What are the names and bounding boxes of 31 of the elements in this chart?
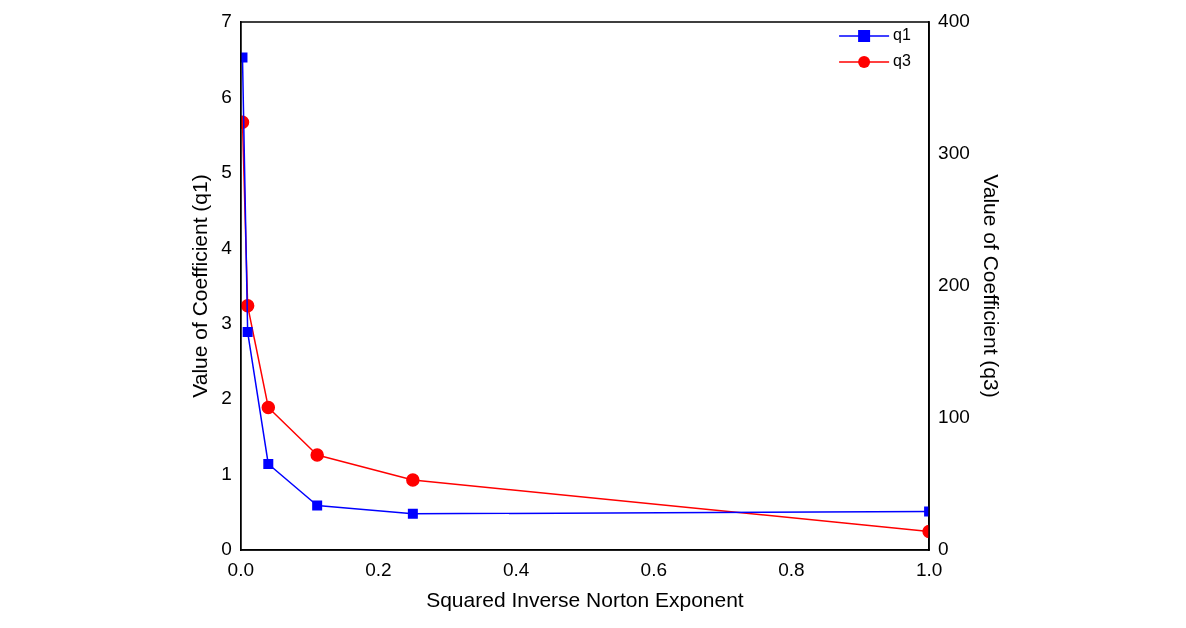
y-tick-label: 2: [221, 387, 232, 409]
point: [310, 448, 324, 462]
y-axis-title: Value of Coefficient (q1): [188, 174, 212, 398]
x-axis-title: Squared Inverse Norton Exponent: [426, 588, 744, 612]
x-tick-label: 0.0: [227, 558, 254, 580]
y2-axis-title: Value of Coefficient (q3): [979, 174, 1003, 398]
y-tick-label: 4: [221, 236, 233, 258]
y-tick-label: 5: [221, 161, 232, 183]
y-tick-label: 0: [221, 538, 232, 560]
y-tick-label: 3: [221, 311, 232, 333]
x-tick-label: 1.0: [915, 558, 943, 580]
x-tick-label: 0.4: [502, 558, 530, 580]
x-tick-label: 0.2: [365, 558, 392, 580]
legend-label: q3: [893, 52, 911, 70]
y2-tick-label: 0: [938, 538, 949, 560]
y2-tick-label: 100: [938, 406, 970, 428]
point: [312, 500, 323, 511]
y2-tick-label: 200: [938, 274, 970, 296]
y2-tick-label: 300: [938, 142, 970, 164]
point: [406, 473, 420, 487]
point: [261, 400, 276, 415]
legend-label: q1: [893, 26, 911, 44]
point: [407, 508, 418, 519]
y-tick-label: 6: [221, 85, 232, 107]
y-tick-label: 7: [221, 10, 232, 32]
point: [242, 327, 253, 337]
x-tick-label: 0.6: [640, 558, 667, 580]
point: [263, 459, 274, 469]
y-tick-label: 1: [221, 462, 232, 484]
y2-tick-label: 400: [938, 10, 970, 32]
x-tick-label: 0.8: [778, 558, 805, 580]
